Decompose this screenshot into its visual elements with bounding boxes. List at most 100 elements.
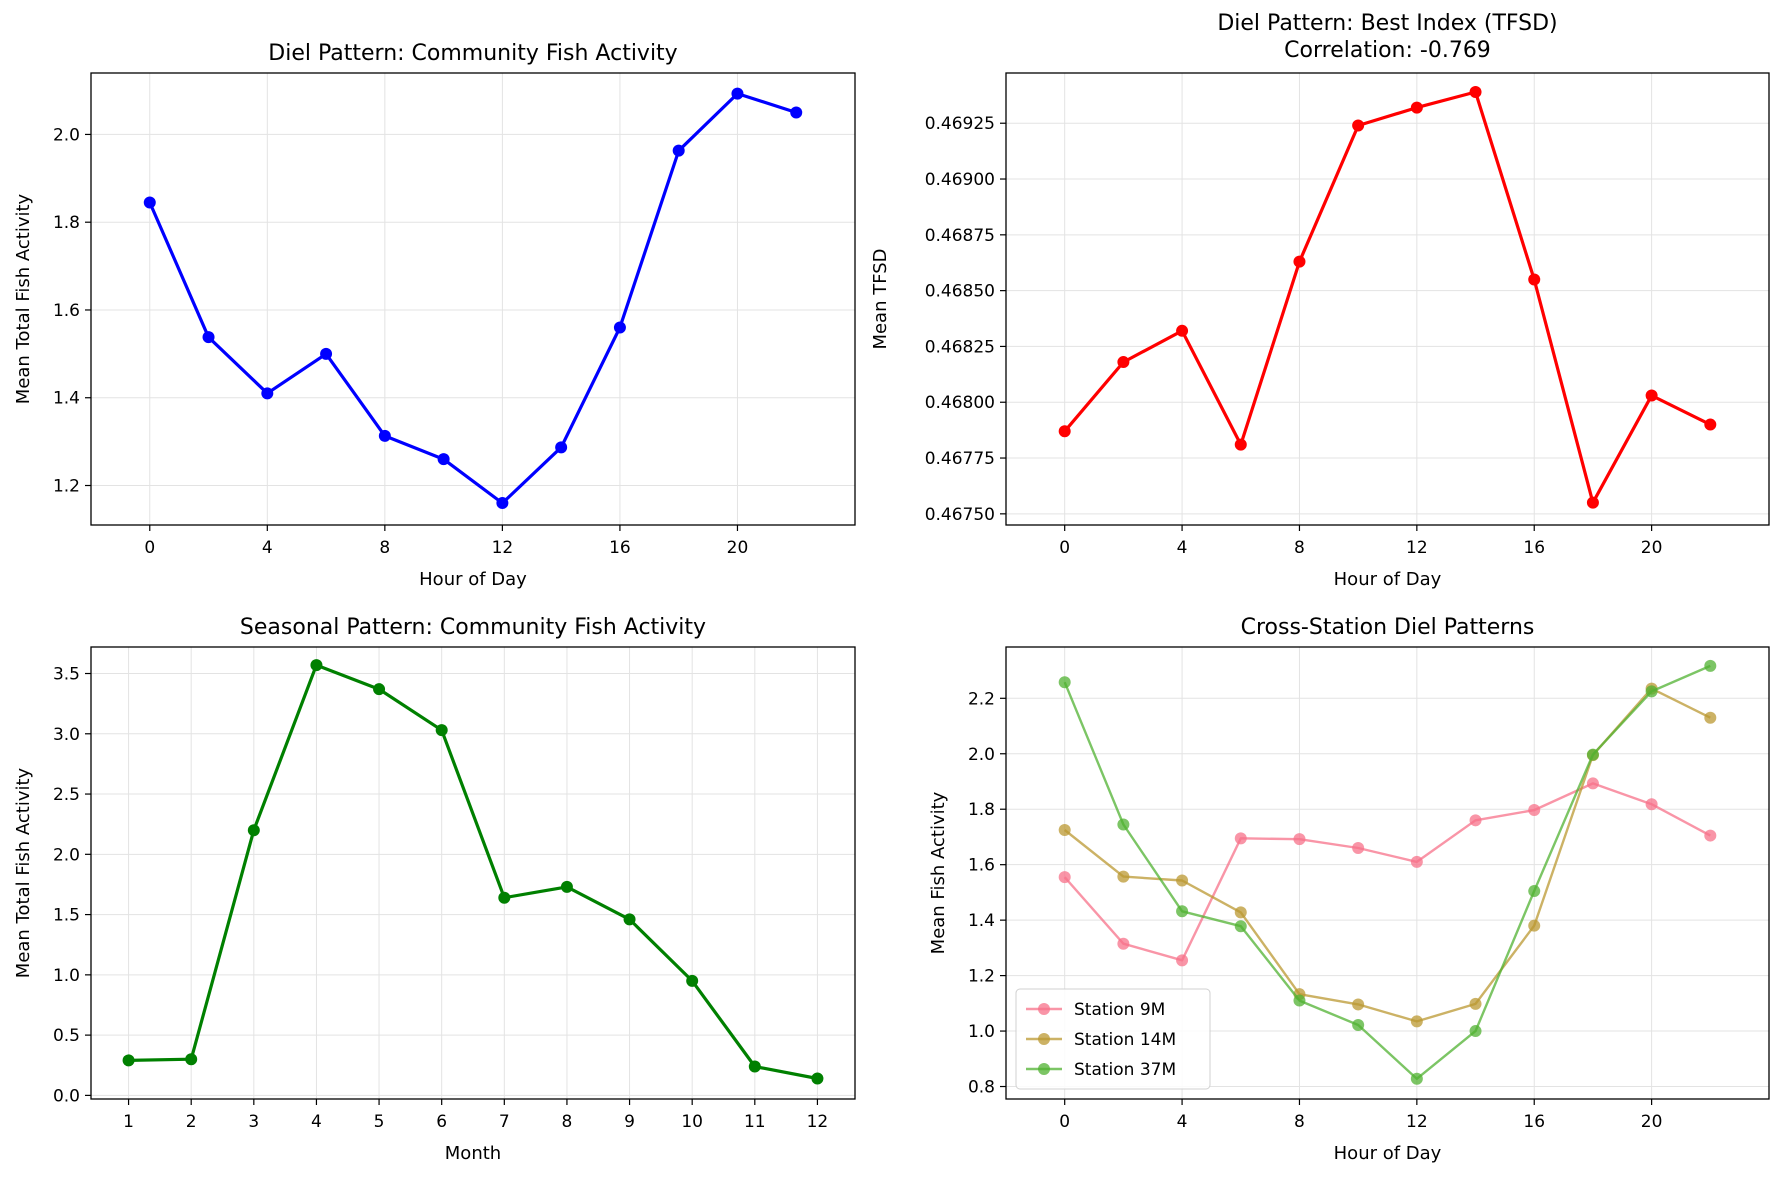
y-tick-label: 0.46850	[925, 282, 995, 302]
data-point	[1704, 659, 1717, 672]
data-point	[1176, 874, 1189, 887]
y-tick-label: 0.0	[53, 1086, 80, 1106]
x-tick-label: 16	[1523, 538, 1545, 558]
x-tick-label: 8	[1294, 1112, 1305, 1132]
chart-panel-2: 0 4 8 12 16 20 0.46750 0.46775 0.46800 0.46825 0.4…	[870, 11, 1770, 590]
x-tick-label: 3	[248, 1112, 259, 1132]
data-point	[1234, 832, 1247, 845]
data-point	[1469, 814, 1482, 827]
data-point	[811, 1072, 824, 1085]
y-tick-label: 0.8	[968, 1078, 995, 1098]
legend-label: Station 9M	[1074, 1000, 1165, 1020]
data-point	[1586, 748, 1599, 761]
x-tick-label: 8	[1294, 538, 1305, 558]
y-tick-label: 1.0	[53, 966, 80, 986]
data-point	[686, 974, 699, 987]
data-point	[143, 196, 156, 209]
series-line-1	[1063, 782, 1711, 962]
data-point	[1293, 833, 1306, 846]
x-tick-label: 8	[379, 538, 390, 558]
data-point	[1410, 101, 1423, 114]
data-point	[1645, 685, 1658, 698]
x-tick-label: 12	[807, 1112, 829, 1132]
series-line-3	[1063, 664, 1711, 1081]
data-point	[1469, 85, 1482, 98]
data-point	[1117, 818, 1130, 831]
data-point	[1176, 954, 1189, 967]
data-point	[672, 144, 685, 157]
y-tick-label: 0.46900	[925, 170, 995, 190]
series-line-1	[128, 663, 818, 1081]
y-tick-label: 1.0	[968, 1022, 995, 1042]
data-point	[748, 1060, 761, 1073]
x-tick-label: 9	[624, 1112, 635, 1132]
data-point	[1469, 1025, 1482, 1038]
y-tick-label: 1.2	[53, 477, 80, 497]
y-tick-label: 1.4	[968, 911, 995, 931]
chart-title: Cross-Station Diel Patterns	[1241, 615, 1535, 640]
y-tick-label: 0.46750	[925, 505, 995, 525]
x-tick-label: 4	[1177, 1112, 1188, 1132]
y-tick-label: 0.46825	[925, 337, 995, 357]
data-point	[1176, 324, 1189, 337]
data-point	[310, 659, 323, 672]
y-tick-label: 2.2	[968, 689, 995, 709]
y-tick-label: 2.0	[968, 745, 995, 765]
y-tick-label: 2.5	[53, 785, 80, 805]
data-point	[435, 724, 448, 737]
y-tick-label: 2.0	[53, 845, 80, 865]
data-point	[1469, 997, 1482, 1010]
data-point	[555, 441, 568, 454]
y-tick-label: 1.2	[968, 967, 995, 987]
data-point	[1058, 425, 1071, 438]
data-point	[1058, 824, 1071, 837]
data-point	[731, 87, 744, 100]
x-tick-label: 20	[1641, 1112, 1663, 1132]
data-point	[1117, 870, 1130, 883]
y-tick-label: 0.46875	[925, 226, 995, 246]
x-tick-label: 12	[492, 538, 514, 558]
data-point	[790, 106, 803, 119]
data-point	[560, 880, 573, 893]
data-point	[261, 387, 274, 400]
y-tick-label: 0.46800	[925, 393, 995, 413]
data-point	[373, 683, 386, 696]
legend-label: Station 37M	[1074, 1060, 1176, 1080]
plot-frame	[90, 72, 856, 526]
series-line-1	[148, 91, 797, 505]
x-tick-label: 2	[186, 1112, 197, 1132]
data-point	[496, 497, 509, 510]
x-axis-label: Month	[445, 1143, 501, 1164]
data-point	[1704, 829, 1717, 842]
plot-frame	[90, 646, 856, 1100]
x-axis-label: Hour of Day	[1334, 1143, 1442, 1164]
x-tick-label: 7	[499, 1112, 510, 1132]
data-point	[623, 913, 636, 926]
y-tick-label: 1.4	[53, 389, 80, 409]
data-point	[613, 321, 626, 334]
x-tick-label: 5	[374, 1112, 385, 1132]
legend-box	[1015, 988, 1211, 1090]
x-tick-label: 16	[1523, 1112, 1545, 1132]
data-point	[1352, 119, 1365, 132]
data-point	[1586, 777, 1599, 790]
x-tick-label: 6	[436, 1112, 447, 1132]
chart-panel-3: 1 2 3 4 5 6 7 8 9 10 11 120.00.51.01.52.02.53.03.5S…	[13, 615, 856, 1164]
legend-marker	[1038, 1033, 1050, 1045]
y-tick-label: 1.8	[968, 800, 995, 820]
y-tick-label: 1.6	[53, 301, 80, 321]
data-point	[1586, 496, 1599, 509]
x-tick-label: 0	[1059, 538, 1070, 558]
data-point	[1528, 804, 1541, 817]
x-tick-label: 4	[262, 538, 273, 558]
legend: Station 9M Station 14M Station 37M	[1015, 988, 1211, 1090]
data-point	[1645, 798, 1658, 811]
y-tick-label: 0.46925	[925, 114, 995, 134]
data-point	[1528, 273, 1541, 286]
x-tick-label: 16	[609, 538, 631, 558]
data-point	[320, 347, 333, 360]
data-point	[1352, 842, 1365, 855]
data-point	[1352, 1018, 1365, 1031]
x-tick-label: 10	[681, 1112, 703, 1132]
